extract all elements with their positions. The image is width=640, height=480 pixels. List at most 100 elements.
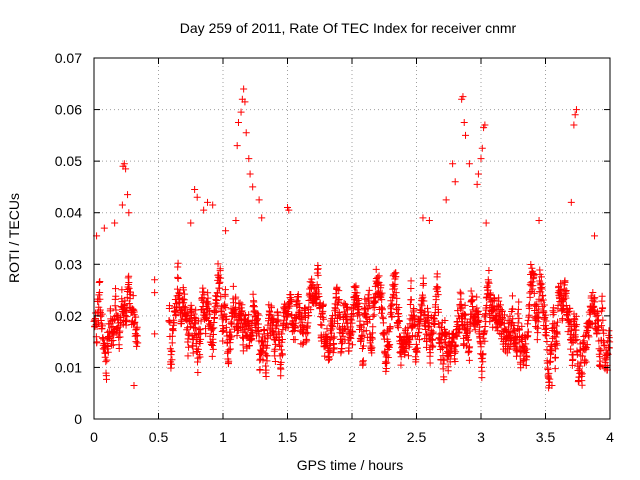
- data-point: [479, 358, 487, 366]
- x-tick-label: 0.5: [149, 429, 169, 445]
- data-point: [285, 206, 293, 214]
- data-point: [388, 301, 396, 309]
- data-point: [194, 354, 202, 362]
- data-point: [530, 271, 538, 279]
- data-point: [579, 352, 587, 360]
- data-point: [209, 331, 217, 339]
- data-point: [321, 352, 329, 360]
- data-point: [432, 301, 440, 309]
- data-point: [122, 165, 130, 173]
- data-point: [459, 93, 467, 101]
- data-point: [473, 293, 481, 301]
- data-point: [583, 341, 591, 349]
- data-point: [572, 312, 580, 320]
- data-point: [605, 327, 613, 335]
- data-point: [546, 375, 554, 383]
- data-point: [232, 293, 240, 301]
- data-point: [296, 307, 304, 315]
- data-point: [514, 310, 522, 318]
- data-point: [270, 329, 278, 337]
- data-point: [424, 311, 432, 319]
- data-point: [356, 317, 364, 325]
- data-point: [292, 319, 300, 327]
- data-point: [392, 289, 400, 297]
- data-point: [576, 362, 584, 370]
- data-point: [460, 118, 468, 126]
- data-point: [469, 296, 477, 304]
- data-point: [485, 267, 493, 275]
- data-point: [481, 337, 489, 345]
- data-point: [222, 227, 230, 235]
- x-tick-label: 2: [348, 429, 356, 445]
- data-point: [180, 286, 188, 294]
- data-point: [232, 216, 240, 224]
- data-point: [386, 324, 394, 332]
- data-point: [111, 302, 119, 310]
- data-point: [125, 299, 133, 307]
- data-point: [461, 301, 469, 309]
- data-point: [524, 328, 532, 336]
- data-point: [451, 178, 459, 186]
- data-point: [344, 303, 352, 311]
- data-point: [196, 353, 204, 361]
- data-point: [176, 289, 184, 297]
- data-point: [428, 343, 436, 351]
- data-point: [178, 316, 186, 324]
- data-point: [353, 289, 361, 297]
- data-point: [464, 336, 472, 344]
- data-point: [315, 283, 323, 291]
- y-tick-label: 0.02: [55, 308, 82, 324]
- data-point: [254, 320, 262, 328]
- data-point: [274, 311, 282, 319]
- x-tick-label: 4: [606, 429, 614, 445]
- data-point: [467, 287, 475, 295]
- data-point: [377, 281, 385, 289]
- data-point: [262, 362, 270, 370]
- data-point: [258, 349, 266, 357]
- data-point: [98, 310, 106, 318]
- data-point: [278, 330, 286, 338]
- data-point: [498, 307, 506, 315]
- data-point: [425, 323, 433, 331]
- data-point: [240, 85, 248, 93]
- data-point: [268, 304, 276, 312]
- data-point: [436, 323, 444, 331]
- data-point: [355, 310, 363, 318]
- x-axis-label: GPS time / hours: [297, 457, 404, 473]
- data-point: [517, 364, 525, 372]
- data-point: [225, 346, 233, 354]
- data-point: [194, 368, 202, 376]
- data-point: [347, 323, 355, 331]
- data-point: [435, 308, 443, 316]
- data-point: [232, 303, 240, 311]
- data-point: [111, 219, 119, 227]
- data-point: [325, 355, 333, 363]
- data-point: [482, 219, 490, 227]
- data-point: [189, 349, 197, 357]
- data-point: [478, 367, 486, 375]
- data-point: [245, 321, 253, 329]
- data-point: [360, 320, 368, 328]
- data-point: [233, 332, 241, 340]
- data-point: [256, 366, 264, 374]
- data-point: [571, 111, 579, 119]
- data-point: [528, 278, 536, 286]
- data-point: [123, 313, 131, 321]
- data-point: [480, 328, 488, 336]
- data-point: [248, 335, 256, 343]
- data-point: [422, 315, 430, 323]
- data-point: [495, 297, 503, 305]
- data-point: [333, 283, 341, 291]
- data-point: [190, 323, 198, 331]
- data-point: [125, 209, 133, 217]
- data-point: [234, 118, 242, 126]
- data-point: [206, 310, 214, 318]
- data-point: [326, 335, 334, 343]
- data-point: [338, 345, 346, 353]
- data-point: [174, 259, 182, 267]
- data-point: [478, 374, 486, 382]
- data-point: [237, 108, 245, 116]
- data-point: [368, 335, 376, 343]
- data-point: [209, 339, 217, 347]
- y-axis-label: ROTI / TECUs: [6, 193, 22, 283]
